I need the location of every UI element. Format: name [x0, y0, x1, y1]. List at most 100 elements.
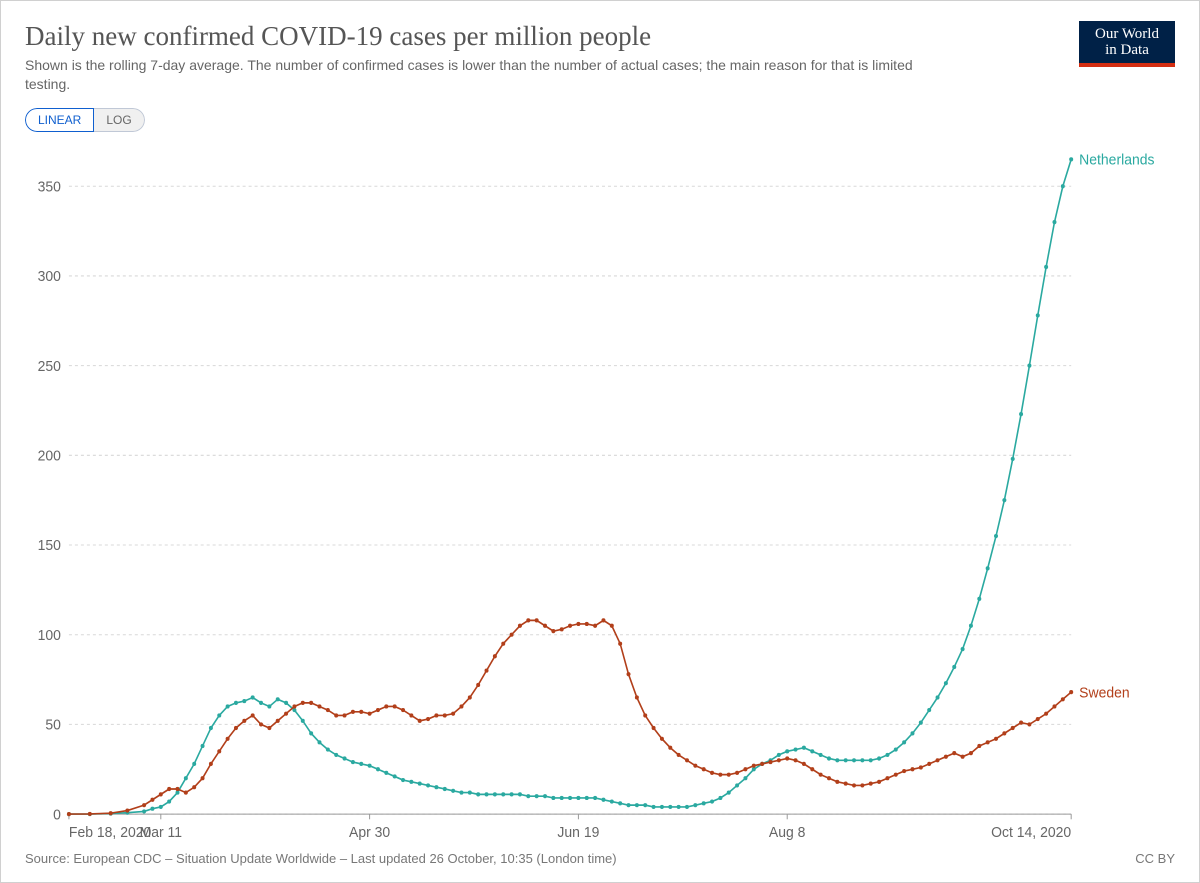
series-marker [693, 803, 697, 807]
series-marker [242, 719, 246, 723]
series-marker [501, 641, 505, 645]
series-marker [1011, 726, 1015, 730]
series-marker [159, 805, 163, 809]
series-marker [877, 780, 881, 784]
series-marker [201, 744, 205, 748]
series-marker [969, 623, 973, 627]
series-marker [936, 758, 940, 762]
series-marker [710, 771, 714, 775]
series-marker [601, 797, 605, 801]
y-tick-label: 0 [53, 807, 61, 823]
series-marker [601, 618, 605, 622]
series-marker [376, 708, 380, 712]
series-marker [192, 762, 196, 766]
series-marker [326, 747, 330, 751]
series-marker [1052, 220, 1056, 224]
series-marker [994, 534, 998, 538]
series-marker [869, 781, 873, 785]
series-marker [568, 796, 572, 800]
series-marker [526, 794, 530, 798]
series-marker [217, 749, 221, 753]
series-marker [443, 713, 447, 717]
series-marker [234, 726, 238, 730]
series-marker [852, 758, 856, 762]
series-marker [317, 704, 321, 708]
line-chart: 050100150200250300350Feb 18, 2020Mar 11A… [25, 140, 1175, 845]
license-text: CC BY [1135, 851, 1175, 866]
series-marker [1011, 457, 1015, 461]
series-marker [468, 695, 472, 699]
series-marker [810, 767, 814, 771]
x-tick-label: Apr 30 [349, 824, 390, 840]
series-marker [359, 710, 363, 714]
series-marker [217, 713, 221, 717]
series-marker [560, 627, 564, 631]
series-marker [88, 812, 92, 816]
series-marker [677, 805, 681, 809]
series-marker [551, 796, 555, 800]
series-marker [209, 726, 213, 730]
series-marker [727, 772, 731, 776]
series-marker [627, 672, 631, 676]
series-marker [852, 783, 856, 787]
series-marker [259, 701, 263, 705]
scale-toggle: LINEARLOG [25, 108, 145, 132]
series-marker [702, 767, 706, 771]
logo-line-2: in Data [1079, 43, 1175, 59]
series-marker [986, 740, 990, 744]
series-marker [551, 629, 555, 633]
series-marker [535, 794, 539, 798]
series-marker [977, 744, 981, 748]
series-marker [443, 787, 447, 791]
x-tick-label: Mar 11 [140, 824, 183, 840]
series-marker [894, 772, 898, 776]
series-marker [292, 704, 296, 708]
scale-toggle-linear[interactable]: LINEAR [25, 108, 94, 132]
y-tick-label: 200 [38, 448, 61, 464]
series-marker [526, 618, 530, 622]
x-tick-label: Aug 8 [769, 824, 806, 840]
series-marker [451, 788, 455, 792]
series-marker [142, 803, 146, 807]
series-marker [643, 803, 647, 807]
series-marker [827, 756, 831, 760]
series-marker [568, 623, 572, 627]
series-marker [142, 809, 146, 813]
series-marker [936, 695, 940, 699]
series-marker [944, 681, 948, 685]
series-marker [752, 767, 756, 771]
series-marker [727, 790, 731, 794]
series-marker [459, 704, 463, 708]
series-marker [610, 623, 614, 627]
y-tick-label: 50 [45, 717, 61, 733]
series-marker [434, 713, 438, 717]
series-marker [702, 801, 706, 805]
scale-toggle-log[interactable]: LOG [94, 108, 144, 132]
series-label-sweden: Sweden [1079, 685, 1130, 701]
series-marker [668, 805, 672, 809]
series-marker [576, 796, 580, 800]
series-marker [910, 767, 914, 771]
series-marker [819, 753, 823, 757]
series-marker [710, 799, 714, 803]
series-marker [393, 704, 397, 708]
series-marker [284, 711, 288, 715]
series-marker [743, 776, 747, 780]
series-marker [1052, 704, 1056, 708]
series-marker [994, 736, 998, 740]
series-marker [986, 566, 990, 570]
series-marker [476, 683, 480, 687]
series-marker [401, 708, 405, 712]
series-marker [677, 753, 681, 757]
series-marker [1027, 363, 1031, 367]
series-marker [635, 803, 639, 807]
series-marker [902, 740, 906, 744]
series-marker [351, 760, 355, 764]
series-marker [894, 747, 898, 751]
series-marker [743, 767, 747, 771]
series-marker [334, 713, 338, 717]
series-marker [1044, 711, 1048, 715]
series-marker [251, 695, 255, 699]
series-marker [585, 796, 589, 800]
series-marker [518, 623, 522, 627]
